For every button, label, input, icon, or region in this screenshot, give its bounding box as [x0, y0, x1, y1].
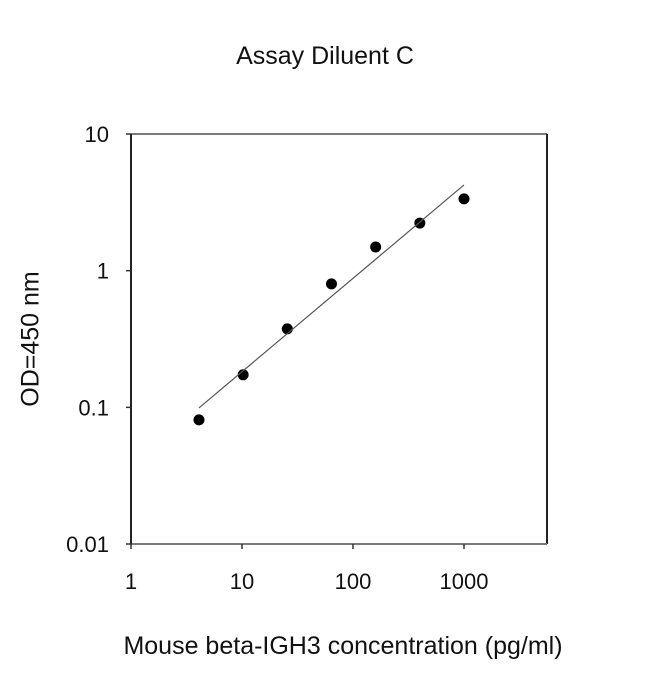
x-tick-label: 100 — [335, 569, 372, 594]
chart-title: Assay Diluent C — [236, 42, 414, 70]
y-tick-label: 0.01 — [66, 532, 109, 557]
y-tick-label: 0.1 — [78, 395, 109, 420]
data-point — [370, 241, 382, 253]
data-point — [458, 193, 470, 205]
data-point — [237, 369, 249, 381]
x-tick-label: 1 — [125, 569, 137, 594]
x-tick-label: 10 — [230, 569, 254, 594]
x-axis-label: Mouse beta-IGH3 concentration (pg/ml) — [123, 632, 563, 660]
fit-line — [198, 184, 465, 409]
x-tick-label: 1000 — [440, 569, 489, 594]
data-point — [325, 278, 337, 290]
data-point — [193, 414, 205, 426]
y-tick-label: 10 — [85, 122, 109, 147]
data-point — [281, 323, 293, 335]
y-tick-label: 1 — [97, 259, 109, 284]
